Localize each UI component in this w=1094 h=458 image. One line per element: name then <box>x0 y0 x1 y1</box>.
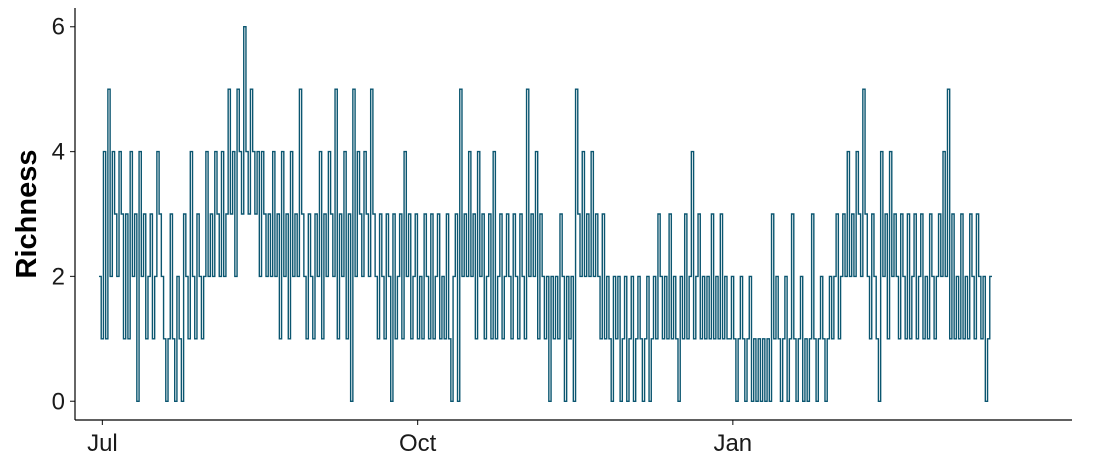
x-tick-label: Jul <box>87 430 118 457</box>
y-axis-title: Richness <box>11 150 43 279</box>
richness-series-line <box>98 26 992 402</box>
y-tick-label: 4 <box>52 139 65 166</box>
y-axis-ticks: 0 2 4 6 <box>52 14 75 415</box>
y-tick-label: 2 <box>52 263 65 290</box>
y-tick-label: 0 <box>52 388 65 415</box>
x-axis-ticks: Jul Oct Jan <box>87 420 752 457</box>
x-tick-label: Jan <box>713 430 752 457</box>
x-tick-label: Oct <box>399 430 437 457</box>
y-tick-label: 6 <box>52 14 65 41</box>
